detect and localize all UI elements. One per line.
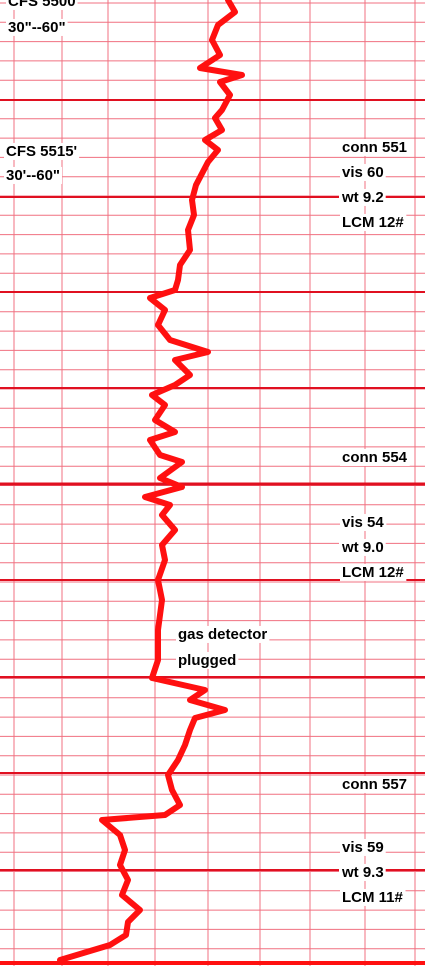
label-background <box>339 863 386 881</box>
sample-interval: 30'--60" <box>6 167 60 184</box>
sample-depth: CFS 5500 <box>8 0 76 10</box>
mud-property: wt 9.2 <box>341 189 384 206</box>
label-background <box>340 138 410 156</box>
label-background <box>340 563 407 581</box>
label-background <box>340 448 410 466</box>
sample-interval: 30"--60" <box>8 19 66 36</box>
label-background <box>176 651 239 669</box>
mud-property: wt 9.3 <box>341 864 384 881</box>
label-background <box>340 213 407 231</box>
connection-note: conn 557 <box>342 776 407 793</box>
label-background <box>340 775 410 793</box>
mud-property: vis 59 <box>342 839 384 856</box>
gas-note: gas detector <box>178 626 267 643</box>
label-background <box>4 166 63 184</box>
label-background <box>6 18 68 36</box>
sample-depth: CFS 5515' <box>6 143 77 160</box>
label-background <box>339 188 386 206</box>
connection-note: conn 554 <box>342 449 408 466</box>
label-background <box>340 888 406 906</box>
mud-property: vis 60 <box>342 164 384 181</box>
label-background <box>340 513 387 531</box>
mud-property: LCM 12# <box>342 214 404 231</box>
annotations: CFS 5500 30"--60" CFS 5515' 30'--60" con… <box>4 0 410 906</box>
mud-property: LCM 11# <box>342 889 404 906</box>
label-background <box>339 538 386 556</box>
mud-property: wt 9.0 <box>341 539 384 556</box>
label-background <box>340 163 386 181</box>
gas-trace <box>57 0 245 963</box>
label-background <box>6 0 78 10</box>
gas-note: plugged <box>178 652 236 669</box>
label-background <box>176 625 270 643</box>
mud-property: vis 54 <box>342 514 384 531</box>
mud-property: LCM 12# <box>342 564 404 581</box>
label-background <box>340 838 386 856</box>
connection-note: conn 551 <box>342 139 407 156</box>
label-background <box>4 142 80 160</box>
